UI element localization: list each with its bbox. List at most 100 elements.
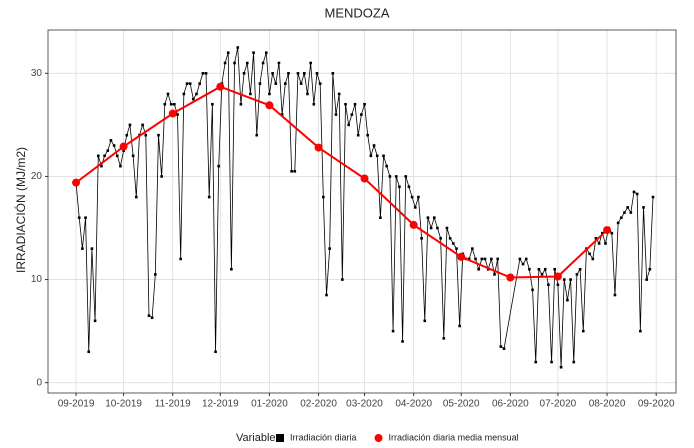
daily-point bbox=[591, 257, 595, 261]
daily-point bbox=[581, 329, 585, 333]
daily-point bbox=[325, 293, 328, 297]
daily-point bbox=[604, 242, 607, 245]
daily-point bbox=[271, 72, 274, 75]
daily-point bbox=[334, 113, 338, 116]
mean-point bbox=[506, 273, 515, 282]
daily-point bbox=[493, 273, 496, 276]
daily-point bbox=[223, 61, 227, 65]
daily-point bbox=[578, 267, 582, 271]
daily-point bbox=[154, 273, 157, 276]
daily-point bbox=[318, 82, 322, 85]
daily-point bbox=[100, 164, 103, 168]
x-tick-label: 03-2020 bbox=[346, 399, 383, 410]
daily-point bbox=[217, 164, 221, 168]
daily-point bbox=[125, 133, 129, 137]
daily-point bbox=[233, 61, 236, 65]
mean-point bbox=[360, 174, 369, 183]
daily-point bbox=[211, 102, 214, 106]
daily-point bbox=[131, 154, 135, 158]
daily-point bbox=[290, 169, 293, 173]
daily-point bbox=[375, 154, 379, 158]
daily-point bbox=[160, 175, 163, 178]
daily-point bbox=[274, 82, 278, 85]
daily-point bbox=[429, 226, 433, 230]
daily-point bbox=[119, 164, 122, 168]
daily-point bbox=[147, 314, 151, 317]
daily-point bbox=[264, 51, 268, 54]
daily-point bbox=[382, 154, 385, 158]
daily-point bbox=[299, 82, 303, 85]
daily-point bbox=[185, 82, 189, 85]
daily-point bbox=[84, 216, 87, 219]
daily-point bbox=[195, 92, 198, 96]
daily-point bbox=[423, 319, 427, 323]
daily-point bbox=[293, 169, 297, 173]
y-tick-label: 10 bbox=[31, 274, 43, 285]
x-tick-label: 07-2020 bbox=[540, 399, 577, 410]
daily-point bbox=[594, 237, 598, 240]
daily-point bbox=[401, 340, 404, 343]
daily-point bbox=[439, 237, 442, 240]
daily-point bbox=[277, 61, 281, 65]
daily-point bbox=[201, 72, 205, 75]
daily-point bbox=[626, 206, 629, 209]
daily-point bbox=[166, 92, 170, 96]
daily-point bbox=[287, 72, 290, 75]
daily-point bbox=[502, 347, 506, 350]
daily-point bbox=[87, 350, 91, 354]
mean-point bbox=[72, 178, 81, 187]
daily-point bbox=[157, 133, 160, 137]
mean-point bbox=[265, 101, 274, 110]
daily-point bbox=[90, 247, 94, 250]
daily-point bbox=[103, 154, 106, 158]
daily-point bbox=[556, 283, 560, 287]
series-line bbox=[75, 85, 608, 279]
daily-point bbox=[436, 226, 439, 230]
daily-point bbox=[648, 267, 652, 271]
daily-point bbox=[179, 257, 182, 261]
daily-point bbox=[363, 102, 366, 106]
daily-point bbox=[331, 72, 335, 75]
daily-point bbox=[448, 237, 452, 240]
daily-point bbox=[337, 92, 341, 96]
daily-point bbox=[391, 329, 395, 333]
mean-point bbox=[314, 143, 323, 152]
daily-point bbox=[236, 46, 240, 49]
mean-point bbox=[119, 142, 128, 151]
daily-point bbox=[562, 278, 566, 281]
x-tick-label: 11-2019 bbox=[155, 399, 191, 410]
daily-point bbox=[163, 102, 167, 106]
daily-point bbox=[413, 206, 417, 209]
daily-point bbox=[458, 324, 461, 328]
daily-point bbox=[445, 226, 449, 230]
daily-point bbox=[407, 185, 411, 189]
daily-point bbox=[134, 195, 138, 199]
y-tick-label: 20 bbox=[31, 171, 43, 182]
daily-point bbox=[252, 51, 255, 54]
x-tick-label: 12-2019 bbox=[202, 399, 239, 410]
legend-marker bbox=[374, 434, 383, 442]
daily-point bbox=[96, 154, 100, 158]
x-tick-label: 05-2020 bbox=[443, 399, 480, 410]
daily-point bbox=[432, 216, 436, 219]
daily-point bbox=[398, 185, 401, 189]
daily-point bbox=[150, 316, 154, 320]
daily-point bbox=[639, 329, 642, 333]
daily-point bbox=[315, 72, 319, 75]
daily-point bbox=[410, 195, 414, 199]
daily-point bbox=[490, 257, 493, 261]
daily-point bbox=[322, 195, 325, 199]
daily-point bbox=[369, 154, 373, 158]
daily-point bbox=[467, 257, 471, 261]
daily-point bbox=[572, 360, 576, 364]
daily-point bbox=[547, 283, 550, 287]
daily-point bbox=[610, 231, 614, 235]
daily-point bbox=[394, 175, 398, 178]
daily-point bbox=[128, 123, 132, 127]
daily-point bbox=[417, 195, 420, 199]
daily-point bbox=[268, 92, 271, 96]
legend-label: Irradiación diaria media mensual bbox=[389, 432, 519, 442]
daily-point bbox=[258, 82, 262, 85]
daily-point bbox=[207, 195, 211, 199]
